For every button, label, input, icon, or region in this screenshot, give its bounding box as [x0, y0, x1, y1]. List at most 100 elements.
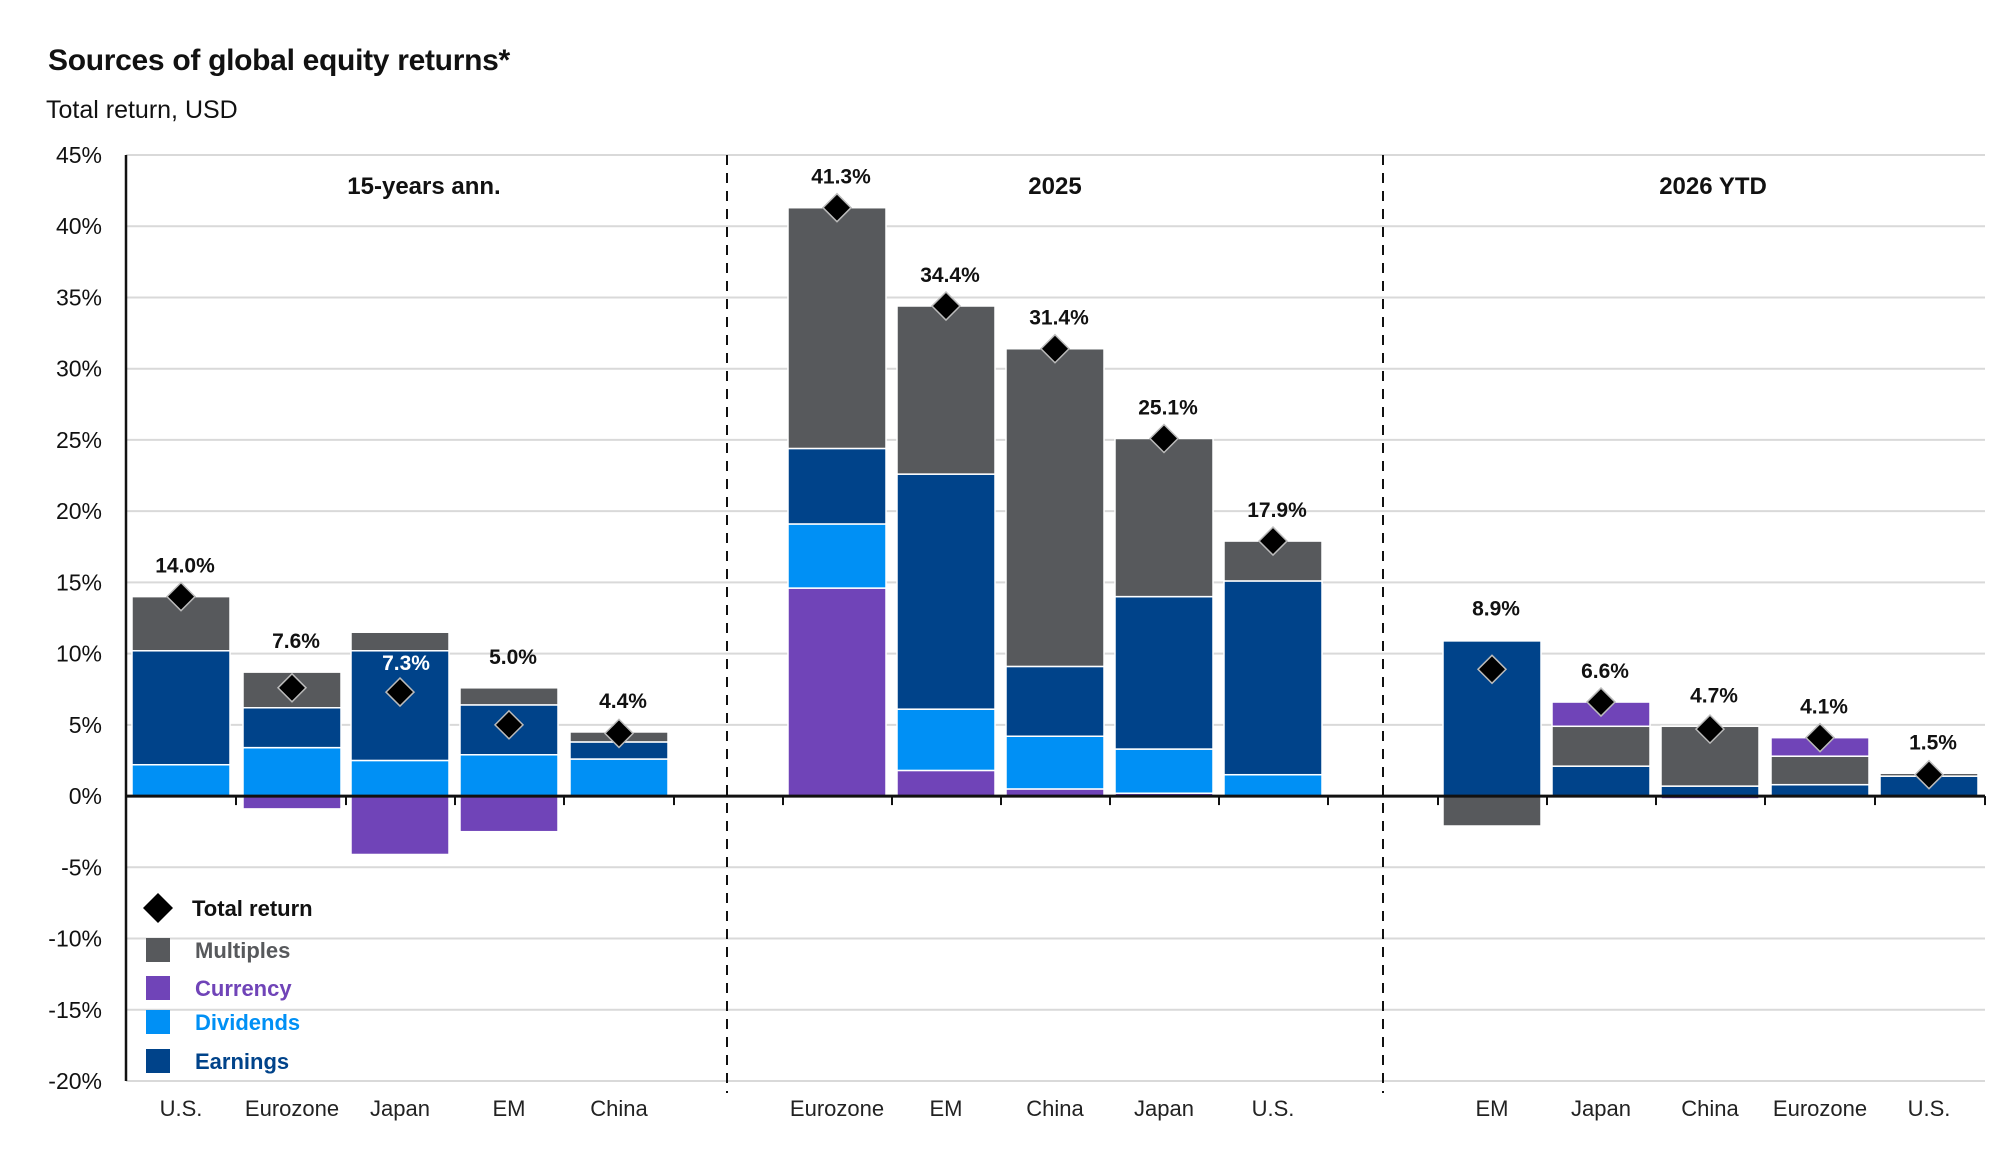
- bar-segment-currency: [787, 587, 887, 797]
- bar-segment-currency: [1442, 638, 1542, 642]
- total-return-marker: [1039, 333, 1071, 364]
- total-return-marker: [821, 192, 853, 223]
- legend-total-return-label: Total return: [192, 896, 313, 921]
- y-tick-label: 25%: [56, 427, 102, 453]
- legend-multiples-label: Multiples: [195, 938, 290, 963]
- bar-segment-earnings: [1114, 595, 1214, 750]
- bar-segment-multiples: [787, 206, 887, 450]
- total-return-marker: [1913, 759, 1945, 790]
- y-tick-label: 45%: [56, 142, 102, 168]
- chart-title: Sources of global equity returns*: [48, 44, 510, 77]
- bar-segment-currency: [242, 795, 342, 810]
- bar-segment-multiples: [350, 631, 450, 652]
- bar-segment-earnings: [242, 707, 342, 749]
- bar-segment-earnings: [1223, 580, 1323, 776]
- panel-title: 15-years ann.: [347, 173, 500, 200]
- total-return-label: 4.4%: [599, 690, 647, 713]
- total-return-label: 5.0%: [489, 646, 537, 669]
- bar-segment-dividends: [896, 708, 996, 772]
- total-return-label: 6.6%: [1581, 660, 1629, 683]
- x-category-label: Eurozone: [790, 1096, 884, 1121]
- total-return-marker: [165, 581, 197, 612]
- total-return-label: 34.4%: [920, 264, 980, 287]
- y-tick-label: -20%: [48, 1068, 102, 1094]
- legend-dividends-label: Dividends: [195, 1010, 300, 1035]
- x-category-label: China: [1026, 1096, 1084, 1121]
- y-tick-label: 5%: [69, 712, 102, 738]
- x-category-label: U.S.: [160, 1096, 203, 1121]
- x-category-label: U.S.: [1252, 1096, 1295, 1121]
- axes: 45% 40% 35% 30% 25% 20% 15% 10% 5% 0% -5% -10% -15% -…: [48, 142, 1986, 1121]
- legend-dividends-swatch: [146, 1010, 170, 1034]
- bar-segment-multiples: [896, 305, 996, 475]
- x-category-label: Eurozone: [245, 1096, 339, 1121]
- bar-segment-earnings: [787, 447, 887, 525]
- bar-segment-earnings: [131, 650, 231, 766]
- bar-segment-multiples: [1005, 347, 1105, 668]
- bar-segment-currency: [350, 795, 450, 856]
- bar-segment-dividends: [569, 758, 669, 797]
- total-return-marker: [1257, 526, 1289, 557]
- y-tick-label: 30%: [56, 356, 102, 382]
- bar-segment-dividends: [1223, 773, 1323, 797]
- total-return-label: 17.9%: [1247, 499, 1307, 522]
- x-category-label: Japan: [370, 1096, 430, 1121]
- bar-segment-earnings: [1770, 783, 1870, 797]
- panel-title: 2025: [1028, 173, 1081, 200]
- x-category-label: China: [1681, 1096, 1739, 1121]
- total-return-label: 4.7%: [1690, 684, 1738, 707]
- legend-earnings-swatch: [146, 1049, 170, 1073]
- bar-segment-dividends: [242, 746, 342, 797]
- bar-segment-multiples: [1114, 437, 1214, 598]
- total-return-marker: [1148, 423, 1180, 454]
- y-tick-label: -15%: [48, 997, 102, 1023]
- total-return-marker: [384, 677, 416, 708]
- y-tick-label: 40%: [56, 213, 102, 239]
- total-return-markers: [165, 192, 1945, 790]
- legend-currency-label: Currency: [195, 976, 292, 1001]
- y-tick-label: 35%: [56, 284, 102, 310]
- total-return-label: 1.5%: [1909, 731, 1957, 754]
- total-return-marker: [1585, 686, 1617, 718]
- bar-segment-dividends: [350, 759, 450, 797]
- total-return-marker: [493, 709, 525, 740]
- total-return-label: 31.4%: [1029, 307, 1089, 330]
- total-return-marker: [603, 718, 635, 749]
- bar-segment-dividends: [1005, 735, 1105, 790]
- x-category-label: Japan: [1134, 1096, 1194, 1121]
- legend-earnings-label: Earnings: [195, 1049, 289, 1074]
- y-tick-label: 10%: [56, 641, 102, 667]
- total-return-marker: [276, 672, 308, 703]
- total-return-marker: [1694, 714, 1726, 745]
- bar-segment-earnings: [1551, 765, 1651, 797]
- y-tick-label: -10%: [48, 926, 102, 952]
- x-category-label: EM: [1476, 1096, 1509, 1121]
- bar-segment-currency: [896, 769, 996, 797]
- y-tick-label: 15%: [56, 569, 102, 595]
- bars: [131, 206, 1979, 856]
- x-category-label: China: [590, 1096, 648, 1121]
- bar-segment-earnings: [896, 473, 996, 710]
- legend: Total return Multiples Currency Dividends Ea…: [143, 893, 313, 1074]
- legend-multiples-swatch: [146, 938, 170, 962]
- bar-segment-dividends: [1114, 748, 1214, 794]
- bar-segment-multiples: [1551, 725, 1651, 767]
- panel-title: 2026 YTD: [1659, 173, 1767, 200]
- x-category-label: Eurozone: [1773, 1096, 1867, 1121]
- x-category-label: Japan: [1571, 1096, 1631, 1121]
- x-category-label: U.S.: [1908, 1096, 1951, 1121]
- total-return-label: 41.3%: [811, 166, 871, 189]
- bar-segment-dividends: [787, 523, 887, 589]
- total-return-label: 7.3%: [382, 652, 430, 675]
- total-return-marker: [930, 290, 962, 322]
- data-labels: 14.0% 7.6% 7.3% 5.0% 4.4% 41.3% 34.4% 31.4% 25.1…: [155, 166, 1957, 755]
- legend-total-return-icon: [143, 893, 173, 923]
- bar-segment-earnings: [1005, 665, 1105, 737]
- x-category-label: EM: [493, 1096, 526, 1121]
- total-return-marker: [1476, 654, 1508, 685]
- bar-segment-multiples: [1770, 755, 1870, 786]
- total-return-label: 14.0%: [155, 555, 215, 578]
- bar-segment-dividends: [131, 763, 231, 797]
- bar-segment-multiples: [1442, 795, 1542, 827]
